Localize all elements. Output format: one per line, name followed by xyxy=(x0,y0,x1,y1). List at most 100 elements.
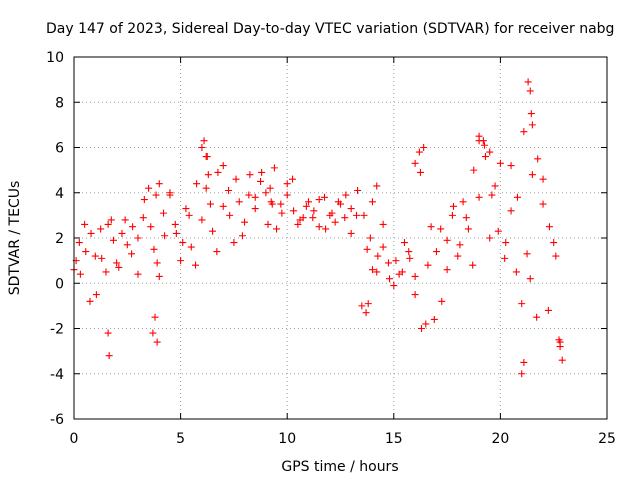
data-point xyxy=(432,248,440,256)
data-point xyxy=(475,132,483,140)
data-point xyxy=(362,309,370,317)
data-point xyxy=(354,186,362,194)
x-axis-label: GPS time / hours xyxy=(281,459,398,475)
data-point xyxy=(202,184,210,192)
data-point xyxy=(459,198,467,206)
data-point xyxy=(528,121,536,129)
data-point xyxy=(283,191,291,199)
data-point xyxy=(366,234,374,242)
data-point xyxy=(481,153,489,161)
data-point xyxy=(134,270,142,278)
data-point xyxy=(302,202,310,210)
data-point xyxy=(523,250,531,258)
data-point xyxy=(438,297,446,305)
y-tick-label: 2 xyxy=(55,231,64,247)
x-tick-label: 10 xyxy=(278,431,296,447)
data-point xyxy=(266,184,274,192)
data-point xyxy=(552,252,560,260)
data-point xyxy=(270,164,278,172)
data-point xyxy=(386,275,394,283)
data-point xyxy=(518,300,526,308)
data-point xyxy=(364,300,372,308)
data-point xyxy=(139,214,147,222)
data-point xyxy=(400,239,408,247)
data-point xyxy=(360,211,368,219)
data-point xyxy=(268,200,276,208)
data-point xyxy=(470,166,478,174)
data-point xyxy=(411,291,419,299)
data-point xyxy=(82,248,90,256)
data-point xyxy=(321,193,329,201)
data-point xyxy=(527,110,535,118)
data-point xyxy=(539,175,547,183)
x-tick-label: 20 xyxy=(491,431,509,447)
data-point xyxy=(310,207,318,215)
data-point xyxy=(315,196,323,204)
data-point xyxy=(501,254,509,262)
data-point xyxy=(427,223,435,231)
data-point xyxy=(262,189,270,197)
data-point xyxy=(129,223,137,231)
y-tick-label: -6 xyxy=(50,412,64,428)
data-point xyxy=(258,168,266,176)
data-point xyxy=(454,252,462,260)
data-point xyxy=(539,200,547,208)
grid xyxy=(74,57,607,419)
data-point xyxy=(347,229,355,237)
data-point xyxy=(105,352,113,360)
data-point xyxy=(512,268,520,276)
data-point xyxy=(290,207,298,215)
data-point xyxy=(406,254,414,262)
data-point xyxy=(379,220,387,228)
data-point xyxy=(502,239,510,247)
data-point xyxy=(411,159,419,167)
data-point xyxy=(251,205,259,213)
data-point xyxy=(209,227,217,235)
data-point xyxy=(76,270,84,278)
data-point xyxy=(518,370,526,378)
data-point xyxy=(204,171,212,179)
data-point xyxy=(305,198,313,206)
data-point xyxy=(264,220,272,228)
data-point xyxy=(533,313,541,321)
data-point xyxy=(411,272,419,280)
data-point xyxy=(486,148,494,156)
data-point xyxy=(491,182,499,190)
data-point xyxy=(379,243,387,251)
chart-title: Day 147 of 2023, Sidereal Day-to-day VTE… xyxy=(46,21,614,37)
data-point xyxy=(384,259,392,267)
data-point xyxy=(550,239,558,247)
data-point xyxy=(341,214,349,222)
x-tick-label: 5 xyxy=(176,431,185,447)
data-point xyxy=(192,261,200,269)
data-point xyxy=(494,227,502,235)
data-point xyxy=(147,223,155,231)
data-point xyxy=(225,186,233,194)
data-point xyxy=(373,182,381,190)
x-axis-ticks: 0 5 10 15 20 25 xyxy=(70,57,616,447)
data-point xyxy=(296,216,304,224)
data-point xyxy=(373,268,381,276)
data-point xyxy=(92,291,100,299)
data-point xyxy=(179,239,187,247)
data-point xyxy=(488,191,496,199)
data-points xyxy=(70,78,566,378)
data-point xyxy=(200,137,208,145)
y-tick-label: 10 xyxy=(46,50,64,66)
data-point xyxy=(104,329,112,337)
data-point xyxy=(97,225,105,233)
y-tick-label: 6 xyxy=(55,141,64,157)
data-point xyxy=(172,229,180,237)
data-point xyxy=(558,356,566,364)
x-tick-label: 15 xyxy=(385,431,403,447)
data-point xyxy=(161,232,169,240)
data-point xyxy=(198,144,206,151)
data-point xyxy=(98,254,106,262)
data-point xyxy=(202,153,210,161)
data-point xyxy=(219,202,227,210)
y-tick-label: 4 xyxy=(55,186,64,202)
data-point xyxy=(331,218,339,226)
data-point xyxy=(374,252,382,260)
data-point xyxy=(214,168,222,176)
data-point xyxy=(534,155,542,163)
